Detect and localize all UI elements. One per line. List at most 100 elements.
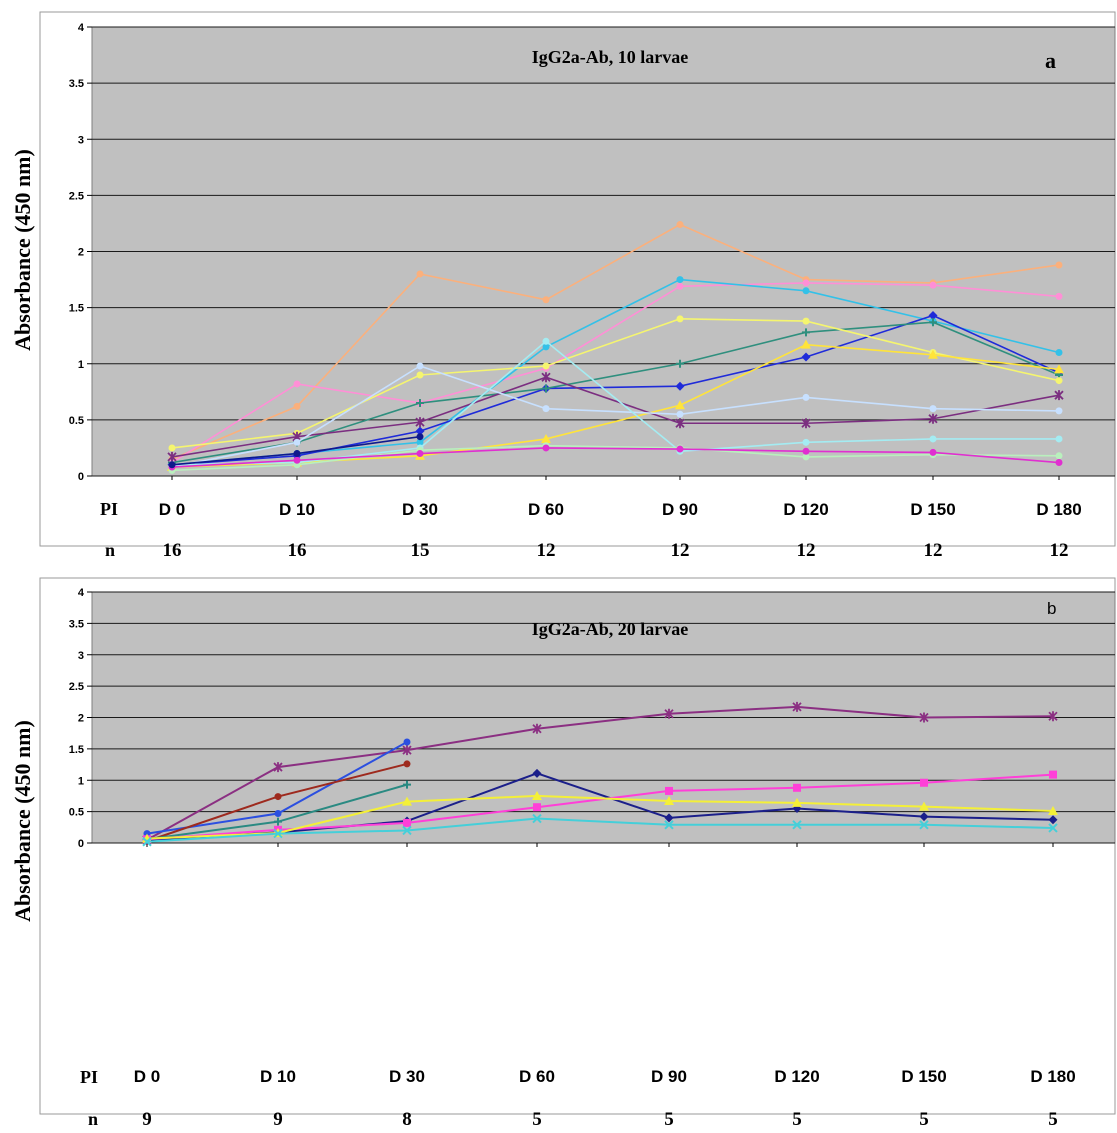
n-value: 5: [919, 1109, 929, 1130]
data-point: [675, 381, 685, 391]
data-point: [1048, 711, 1058, 722]
y-tick-label: 2.5: [69, 190, 84, 202]
data-point: [676, 359, 684, 368]
data-point: [1055, 292, 1063, 300]
chart-a-n-label: n: [105, 540, 115, 560]
y-tick-label: 4: [78, 22, 85, 34]
data-point: [402, 825, 412, 836]
y-tick-label: 1.5: [69, 303, 84, 315]
series-line: [171, 340, 1059, 466]
n-value: 16: [163, 540, 182, 561]
series-line: [146, 794, 1054, 840]
series-line: [171, 318, 1060, 449]
data-point: [920, 778, 928, 787]
data-point: [1048, 815, 1058, 825]
data-point: [1055, 459, 1063, 467]
data-point: [293, 450, 301, 458]
data-point: [533, 803, 541, 812]
x-category-label: D 90: [662, 500, 698, 519]
chart-b-pi-label: PI: [80, 1067, 98, 1087]
data-point: [168, 461, 176, 469]
series-8: [167, 372, 1064, 462]
data-point: [1055, 435, 1063, 443]
chart-b-svg: 0 0.5 1 1.5 2 2.5 3 3.5 4 D 0 D 10 D 30 D 60 D 90 D 1…: [10, 577, 1116, 1130]
y-tick-label: 3: [78, 134, 84, 146]
data-point: [1055, 452, 1063, 460]
data-point: [928, 310, 938, 320]
data-point: [802, 317, 810, 325]
series-line: [171, 223, 1060, 460]
data-point: [928, 413, 938, 424]
data-point: [676, 410, 684, 418]
x-category-label: D 150: [910, 500, 955, 519]
y-tick-label: 0.5: [69, 807, 84, 819]
data-point: [542, 384, 550, 393]
data-point: [403, 760, 411, 768]
n-value: 12: [924, 540, 943, 561]
data-point: [403, 818, 411, 827]
series-9: [168, 362, 1063, 471]
n-value: 5: [1048, 1109, 1058, 1130]
data-point: [664, 795, 674, 805]
chart-b-y-axis-label: Absorbance (450 nm): [10, 720, 35, 922]
x-category-label: D 0: [159, 500, 185, 519]
chart-a-panel-letter: a: [1045, 48, 1056, 73]
y-tick-label: 2: [78, 247, 84, 259]
data-point: [1054, 364, 1064, 374]
chart-a-svg: 0 0.5 1 1.5 2 2.5 3 3.5 4 D 0 D 10 D 30 D 60 D 90 D 1…: [10, 11, 1116, 561]
y-tick-label: 1: [78, 775, 84, 787]
x-category-label: D 0: [134, 1067, 160, 1086]
data-point: [168, 444, 176, 452]
data-point: [929, 435, 937, 443]
data-point: [293, 438, 301, 446]
data-point: [415, 426, 425, 436]
chart-b-plot-area: 0 0.5 1 1.5 2 2.5 3 3.5 4: [69, 587, 1116, 850]
series-line: [171, 365, 1060, 468]
data-point: [919, 712, 929, 723]
series-line: [171, 282, 1060, 464]
data-point: [273, 828, 283, 839]
data-point: [402, 796, 412, 806]
data-point: [802, 328, 810, 337]
data-point: [1055, 377, 1063, 385]
data-point: [542, 362, 550, 370]
n-value: 12: [537, 540, 556, 561]
data-point: [532, 790, 542, 800]
data-point: [919, 820, 929, 830]
data-point: [403, 738, 411, 746]
data-point: [1055, 349, 1063, 357]
x-category-label: D 10: [279, 500, 315, 519]
series-line: [171, 444, 1060, 472]
series-4: [143, 780, 411, 844]
data-point: [274, 817, 282, 826]
series-line: [171, 321, 1060, 464]
data-point: [274, 810, 282, 818]
data-point: [293, 402, 301, 410]
series-2: [168, 279, 1063, 467]
data-point: [802, 453, 810, 461]
data-point: [532, 723, 542, 734]
y-tick-label: 4: [78, 587, 85, 599]
data-point: [929, 281, 937, 289]
x-category-label: D 150: [901, 1067, 946, 1086]
data-point: [665, 786, 673, 795]
data-point: [802, 279, 810, 287]
data-point: [416, 450, 424, 458]
y-tick-label: 3: [78, 650, 84, 662]
y-tick-label: 2.5: [69, 681, 84, 693]
data-point: [792, 803, 802, 813]
y-tick-label: 0: [78, 838, 84, 850]
data-point: [801, 352, 811, 362]
x-category-label: D 30: [389, 1067, 425, 1086]
chart-b-title: IgG2a-Ab, 20 larvae: [532, 619, 689, 639]
x-category-label: D 120: [783, 500, 828, 519]
data-point: [142, 837, 152, 847]
data-point: [676, 282, 684, 290]
data-point: [542, 296, 550, 304]
series-13: [168, 433, 424, 469]
data-point: [416, 362, 424, 370]
n-value: 12: [1050, 540, 1069, 561]
data-point: [293, 380, 301, 388]
x-category-label: D 60: [519, 1067, 555, 1086]
y-tick-label: 3.5: [69, 618, 84, 630]
